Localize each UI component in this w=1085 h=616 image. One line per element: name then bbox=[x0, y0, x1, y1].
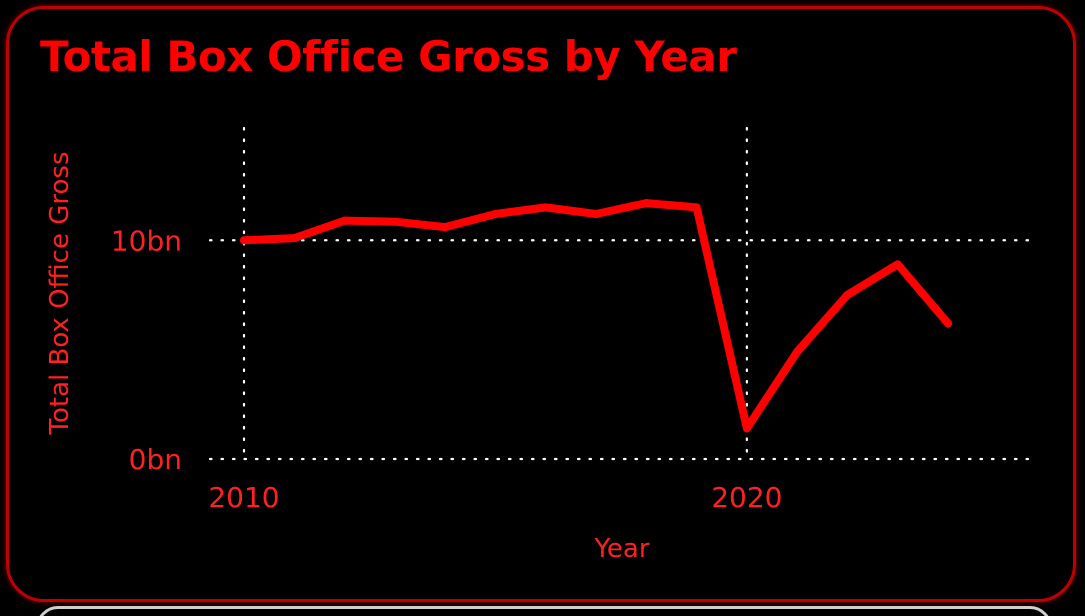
tick-layer: 0bn 10bn 2010 2020 bbox=[111, 224, 783, 514]
data-point-2023 bbox=[893, 260, 902, 269]
data-point-2022 bbox=[843, 290, 852, 299]
data-point-2011 bbox=[290, 234, 299, 243]
y-tick-label-1: 10bn bbox=[111, 224, 182, 257]
data-point-2015 bbox=[491, 210, 500, 218]
data-point-2024 bbox=[944, 319, 952, 328]
data-point-2016 bbox=[541, 203, 550, 212]
y-axis-label: Total Box Office Gross bbox=[45, 151, 75, 435]
chart-card bbox=[6, 6, 1076, 602]
data-point-2018 bbox=[642, 199, 651, 208]
data-point-2020 bbox=[742, 424, 751, 433]
chart-title: Total Box Office Gross by Year bbox=[40, 32, 737, 81]
x-tick-label-0: 2010 bbox=[208, 481, 279, 514]
data-point-2017 bbox=[592, 210, 600, 218]
series-layer bbox=[240, 199, 952, 433]
data-point-2012 bbox=[340, 216, 349, 225]
x-tick-label-1: 2020 bbox=[711, 481, 782, 514]
y-tick-label-0: 0bn bbox=[129, 443, 182, 476]
grid-layer bbox=[208, 126, 1032, 461]
series-line-0 bbox=[240, 199, 952, 433]
x-axis-label: Year bbox=[593, 534, 649, 564]
data-point-2010 bbox=[240, 236, 248, 245]
data-point-2019 bbox=[692, 203, 701, 212]
data-point-2021 bbox=[793, 347, 802, 356]
data-point-2014 bbox=[441, 223, 450, 232]
data-point-2013 bbox=[390, 217, 399, 226]
